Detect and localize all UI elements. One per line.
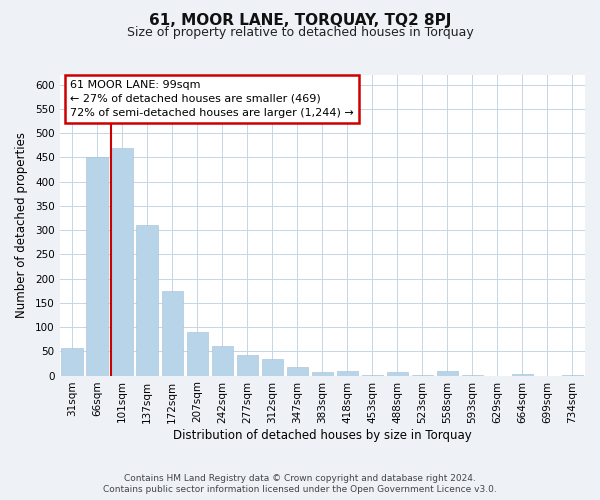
Bar [236, 355, 258, 376]
Bar [212, 346, 233, 376]
Bar [311, 372, 333, 376]
Bar [187, 332, 208, 376]
Text: 61, MOOR LANE, TORQUAY, TQ2 8PJ: 61, MOOR LANE, TORQUAY, TQ2 8PJ [149, 12, 451, 28]
Bar [337, 370, 358, 376]
Bar [437, 370, 458, 376]
Bar [86, 158, 108, 376]
Bar [161, 290, 183, 376]
Text: Size of property relative to detached houses in Torquay: Size of property relative to detached ho… [127, 26, 473, 39]
Bar [287, 367, 308, 376]
Bar [112, 148, 133, 376]
Y-axis label: Number of detached properties: Number of detached properties [15, 132, 28, 318]
Bar [562, 374, 583, 376]
Text: 61 MOOR LANE: 99sqm
← 27% of detached houses are smaller (469)
72% of semi-detac: 61 MOOR LANE: 99sqm ← 27% of detached ho… [70, 80, 354, 118]
Text: Contains public sector information licensed under the Open Government Licence v3: Contains public sector information licen… [103, 485, 497, 494]
Bar [262, 358, 283, 376]
Bar [136, 226, 158, 376]
X-axis label: Distribution of detached houses by size in Torquay: Distribution of detached houses by size … [173, 430, 472, 442]
Text: Contains HM Land Registry data © Crown copyright and database right 2024.: Contains HM Land Registry data © Crown c… [124, 474, 476, 483]
Bar [512, 374, 533, 376]
Bar [387, 372, 408, 376]
Bar [61, 348, 83, 376]
